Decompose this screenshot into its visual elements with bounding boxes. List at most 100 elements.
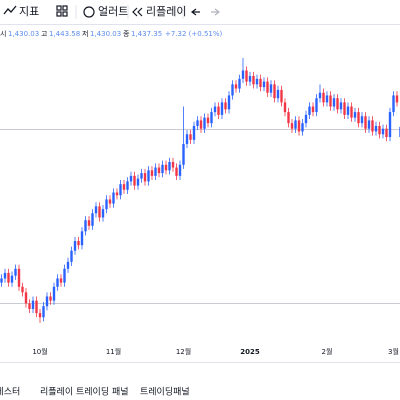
candle-body: [392, 95, 395, 113]
candle-body: [98, 206, 101, 218]
candle-body: [252, 76, 255, 85]
candle-body: [367, 120, 371, 129]
candle-body: [112, 192, 115, 204]
candle-body: [150, 170, 154, 176]
alerts-button[interactable]: 얼러트: [98, 4, 128, 18]
candle-body: [290, 123, 294, 129]
change-value: +7.32 (+0.51%): [165, 30, 223, 38]
candle-body: [339, 102, 343, 110]
candle-body: [210, 112, 213, 124]
candle-body: [80, 231, 84, 246]
candle-body: [154, 167, 157, 176]
candle-body: [336, 98, 339, 110]
candle-body: [136, 178, 140, 186]
candle-body: [248, 76, 252, 82]
candle-body: [255, 78, 259, 85]
open-value: 1,430.03: [8, 30, 39, 38]
candle-body: [276, 89, 280, 99]
low-value: 1,430.03: [90, 30, 121, 38]
candle-body: [147, 170, 150, 182]
candle-body: [360, 116, 364, 124]
candle-body: [115, 192, 119, 196]
candle-body: [59, 278, 63, 283]
candle-body: [101, 209, 105, 218]
candle-body: [224, 102, 227, 110]
candle-body: [199, 120, 203, 129]
candle-body: [126, 181, 129, 190]
candle-body: [31, 300, 35, 309]
candle-body: [245, 70, 248, 82]
indicator-icon[interactable]: [3, 5, 17, 15]
candle-body: [206, 117, 210, 124]
candle-body: [374, 125, 378, 132]
candle-body: [385, 128, 388, 138]
candle-body: [38, 313, 42, 318]
candle-body: [17, 268, 21, 287]
candle-body: [203, 117, 206, 129]
candle-body: [63, 268, 66, 283]
candle-body: [192, 125, 196, 140]
candle-body: [329, 95, 332, 107]
redo-button[interactable]: [211, 8, 220, 16]
candle-body: [357, 112, 360, 124]
candle-body: [3, 272, 7, 279]
candle-body: [35, 300, 38, 314]
candle-body: [87, 220, 91, 226]
candle-body: [70, 250, 73, 262]
replay-trading-tab[interactable]: 리플레이 트레이딩 패널: [40, 387, 129, 398]
replay-button[interactable]: 리플레이: [146, 5, 186, 18]
candle-body: [24, 292, 28, 304]
candle-body: [0, 278, 3, 283]
candle-body: [119, 184, 122, 196]
candle-body: [105, 199, 108, 210]
bottom-panel: [0, 363, 400, 400]
candle-body: [133, 175, 136, 186]
alert-icon[interactable]: [83, 6, 95, 18]
candle-body: [395, 95, 399, 103]
candle-body: [388, 112, 392, 138]
candle-body: [28, 303, 31, 309]
high-value: 1,443.58: [49, 30, 80, 38]
candle-body: [45, 296, 49, 307]
candle-body: [10, 275, 14, 283]
replay-icon[interactable]: [132, 7, 143, 17]
indicators-button[interactable]: 지표: [19, 5, 39, 18]
candle-body: [129, 175, 133, 182]
candle-body: [21, 286, 24, 293]
x-tick-label: 10월: [32, 347, 47, 356]
candle-body: [175, 167, 178, 176]
x-tick-label: 2025: [240, 348, 260, 356]
candle-body: [322, 92, 325, 103]
candle-body: [304, 114, 308, 124]
x-tick-label: 3월: [388, 347, 399, 356]
candle-body: [196, 120, 199, 126]
candle-body: [332, 98, 336, 107]
candle-body: [227, 95, 231, 110]
candle-body: [217, 106, 220, 115]
candle-body: [346, 106, 350, 115]
candle-body: [350, 106, 353, 118]
candle-body: [287, 112, 290, 124]
candle-body: [262, 81, 266, 88]
candle-body: [108, 199, 112, 204]
undo-button[interactable]: [191, 8, 200, 16]
candle-body: [185, 134, 189, 144]
candle-body: [164, 164, 168, 171]
candle-body: [353, 112, 357, 118]
candle-body: [231, 84, 234, 96]
candle-body: [364, 116, 367, 129]
candle-body: [273, 84, 276, 99]
candle-body: [220, 102, 224, 115]
layout-icon[interactable]: [56, 5, 68, 17]
strategy-tester-tab[interactable]: 전략 테스터: [0, 386, 20, 398]
candle-body: [189, 134, 192, 140]
candle-body: [297, 120, 301, 132]
candle-body: [7, 272, 10, 283]
trading-panel-tab[interactable]: 트레이딩패널: [140, 387, 190, 398]
candle-body: [371, 120, 374, 132]
candle-body: [343, 102, 346, 115]
candle-body: [42, 306, 45, 318]
candle-body: [311, 106, 315, 113]
